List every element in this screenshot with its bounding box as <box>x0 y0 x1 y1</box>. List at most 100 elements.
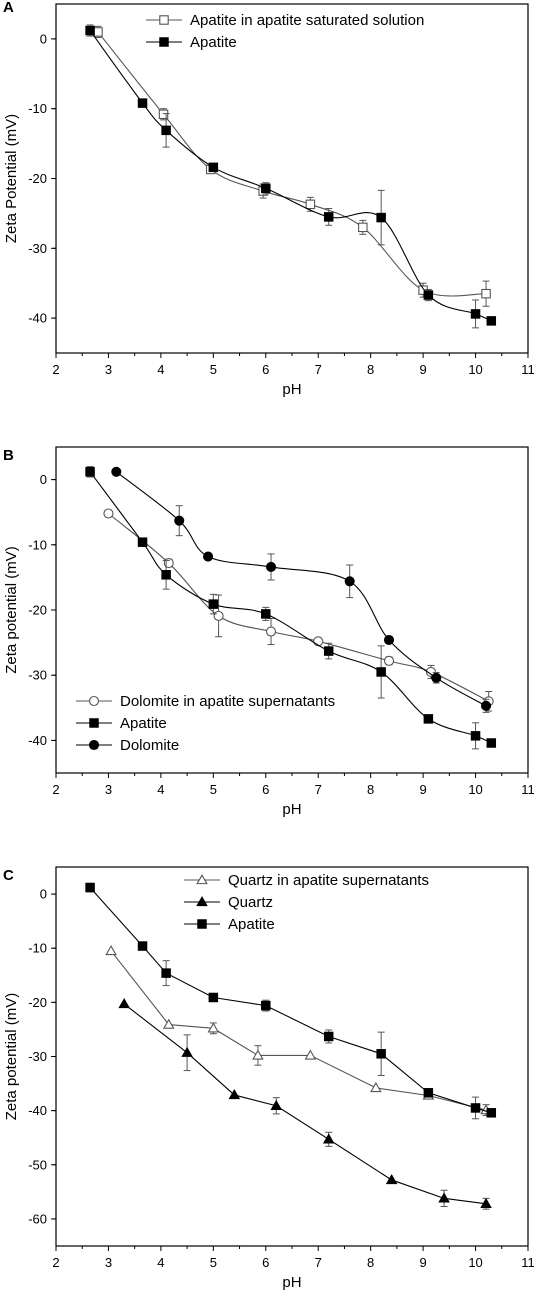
data-point <box>486 316 497 326</box>
data-point <box>323 646 334 656</box>
x-tick-label: 4 <box>157 362 164 377</box>
data-point <box>438 1192 450 1203</box>
legend-marker <box>88 739 100 751</box>
legend-label: Quartz <box>228 894 273 911</box>
x-tick-label: 9 <box>419 362 426 377</box>
x-tick-label: 7 <box>315 362 322 377</box>
legend-label: Apatite <box>190 34 237 51</box>
series-line <box>89 471 492 744</box>
data-point <box>423 290 434 300</box>
x-tick-label: 6 <box>262 782 269 797</box>
legend-label: Quartz in apatite supernatants <box>228 872 429 889</box>
data-point <box>118 998 130 1009</box>
plot-frame <box>55 866 529 1247</box>
data-point <box>323 1031 334 1042</box>
data-point <box>228 1089 241 1100</box>
data-point <box>85 25 95 36</box>
x-tick-label: 2 <box>52 782 59 797</box>
x-tick-label: 8 <box>367 1255 374 1270</box>
chart-panel-b: B 2 3 4 5 6 7 8 9 10 11 0 -10 -20 -30 -40 pH Zeta potenti… <box>3 446 535 818</box>
x-tick-label: 7 <box>315 1255 322 1270</box>
data-point <box>470 309 481 319</box>
x-tick-label: 5 <box>210 362 217 377</box>
legend-label: Apatite <box>228 916 275 933</box>
y-tick-label: -20 <box>28 603 47 618</box>
data-point <box>261 609 271 619</box>
x-tick-label: 6 <box>262 1255 269 1270</box>
series-line <box>123 1003 487 1205</box>
data-point <box>376 667 386 677</box>
data-point <box>470 1103 481 1113</box>
y-tick-label: -30 <box>28 1049 47 1064</box>
y-tick-label: -10 <box>28 537 47 552</box>
data-point <box>158 109 169 120</box>
series-line <box>97 31 487 297</box>
y-axis-title: Zeta potential (mV) <box>3 546 20 674</box>
data-point <box>161 968 171 978</box>
data-point <box>383 634 395 646</box>
data-point <box>470 731 481 741</box>
y-axis-title: Zeta Potential (mV) <box>3 114 20 243</box>
legend-label: Apatite in apatite saturated solution <box>190 12 424 29</box>
x-tick-label: 10 <box>468 782 482 797</box>
data-point <box>207 1022 220 1033</box>
x-tick-label: 9 <box>419 782 426 797</box>
data-point <box>261 1000 271 1011</box>
data-point <box>486 738 497 748</box>
y-tick-label: -10 <box>28 101 47 116</box>
y-tick-label: -20 <box>28 995 47 1010</box>
series-1 <box>85 466 497 750</box>
panel-letter: A <box>3 0 14 16</box>
x-axis-title: pH <box>282 801 301 818</box>
legend-marker <box>159 15 169 25</box>
data-point <box>163 558 174 569</box>
data-point <box>103 508 114 519</box>
data-point <box>213 610 224 621</box>
x-tick-label: 5 <box>210 1255 217 1270</box>
data-point <box>208 992 219 1003</box>
data-point <box>323 212 334 222</box>
y-tick-label: 0 <box>40 31 47 46</box>
data-point <box>111 466 122 477</box>
data-point <box>486 1108 497 1118</box>
x-tick-label: 9 <box>419 1255 426 1270</box>
legend-marker <box>197 919 207 929</box>
data-point <box>85 882 95 893</box>
series-1 <box>118 998 492 1210</box>
x-tick-label: 4 <box>157 782 164 797</box>
data-point <box>161 570 171 580</box>
data-point <box>137 941 148 951</box>
data-point <box>265 626 277 637</box>
panel-letter: B <box>3 447 14 464</box>
legend: Quartz in apatite supernatants Quartz Apat… <box>184 872 429 933</box>
data-point <box>322 1133 335 1144</box>
data-point <box>480 700 492 711</box>
data-point <box>174 515 185 526</box>
data-point <box>161 125 171 136</box>
data-point <box>431 672 442 683</box>
y-axis-title: Zeta potential (mV) <box>3 993 20 1121</box>
series-line <box>110 950 487 1111</box>
x-tick-label: 11 <box>521 782 535 797</box>
series-line <box>89 30 492 322</box>
data-point <box>313 636 324 647</box>
legend: Apatite in apatite saturated solution Apa… <box>146 12 424 51</box>
y-tick-label: -30 <box>28 241 47 256</box>
legend-marker <box>89 718 99 728</box>
y-tick-label: 0 <box>40 887 47 902</box>
x-tick-label: 11 <box>521 1255 535 1270</box>
data-point <box>376 212 386 223</box>
x-tick-label: 5 <box>210 782 217 797</box>
data-point <box>181 1046 193 1057</box>
series-1 <box>85 24 497 329</box>
x-tick-label: 11 <box>521 362 535 377</box>
legend-marker <box>88 695 100 707</box>
data-point <box>252 1049 264 1060</box>
y-tick-label: -40 <box>28 733 47 748</box>
data-point <box>208 599 219 609</box>
data-point <box>93 27 103 37</box>
data-point <box>105 944 117 956</box>
x-tick-label: 8 <box>367 362 374 377</box>
x-tick-label: 2 <box>52 1255 59 1270</box>
